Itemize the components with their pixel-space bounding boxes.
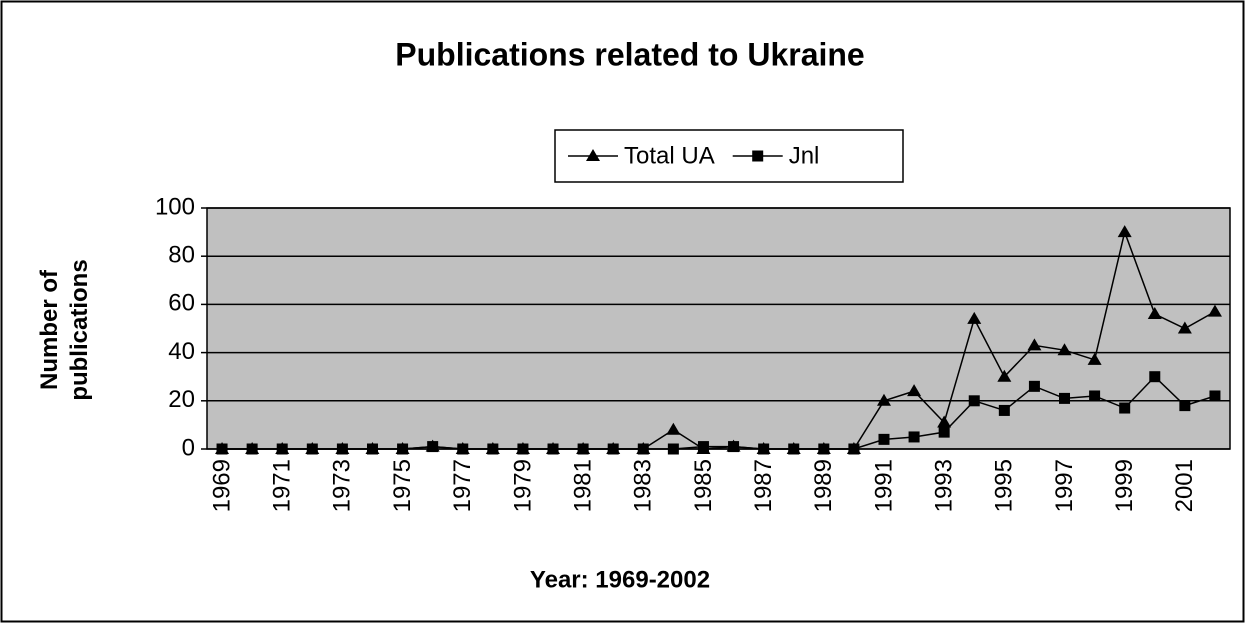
x-tick-label: 1977 xyxy=(449,459,476,512)
x-tick-label: 1999 xyxy=(1111,459,1138,512)
marker xyxy=(937,415,952,428)
marker xyxy=(607,443,619,455)
marker xyxy=(666,422,681,435)
marker xyxy=(1119,402,1131,414)
marker xyxy=(938,426,950,438)
y-tick-label: 60 xyxy=(168,290,195,317)
marker xyxy=(788,443,800,455)
x-tick-label: 1991 xyxy=(870,459,897,512)
marker xyxy=(876,393,891,406)
marker xyxy=(968,395,980,407)
marker xyxy=(818,443,830,455)
marker xyxy=(1027,338,1042,351)
marker xyxy=(1209,390,1221,402)
x-tick-label: 1987 xyxy=(750,459,777,512)
y-tick-label: 20 xyxy=(168,386,195,413)
legend-label: Total UA xyxy=(624,142,715,169)
x-tick-label: 1979 xyxy=(509,459,536,512)
marker xyxy=(908,431,920,443)
marker xyxy=(1149,371,1161,383)
marker xyxy=(967,311,982,324)
marker xyxy=(276,443,288,455)
marker xyxy=(997,369,1012,382)
marker xyxy=(577,443,589,455)
marker xyxy=(1147,307,1162,320)
x-tick-label: 1995 xyxy=(991,459,1018,512)
marker xyxy=(848,443,860,455)
legend-label: Jnl xyxy=(789,142,820,169)
marker xyxy=(878,433,890,445)
y-tick-label: 100 xyxy=(155,193,195,220)
marker xyxy=(637,443,649,455)
x-tick-label: 1989 xyxy=(810,459,837,512)
x-tick-label: 2001 xyxy=(1171,459,1198,512)
marker xyxy=(998,404,1010,416)
legend-marker xyxy=(586,149,600,161)
y-axis-label: Number of publications xyxy=(36,259,93,401)
marker xyxy=(907,384,922,397)
marker xyxy=(1177,321,1192,334)
x-axis-label: Year: 1969-2002 xyxy=(530,566,710,593)
marker xyxy=(697,441,709,453)
marker xyxy=(246,443,258,455)
marker xyxy=(336,443,348,455)
marker xyxy=(427,441,439,453)
x-tick-label: 1969 xyxy=(208,459,235,512)
marker xyxy=(1089,390,1101,402)
marker xyxy=(667,443,679,455)
marker xyxy=(1057,343,1072,356)
marker xyxy=(1028,380,1040,392)
y-tick-label: 40 xyxy=(168,338,195,365)
marker xyxy=(1059,392,1071,404)
x-tick-label: 1973 xyxy=(329,459,356,512)
x-tick-label: 1981 xyxy=(569,459,596,512)
marker xyxy=(366,443,378,455)
marker xyxy=(487,443,499,455)
marker xyxy=(1117,225,1132,238)
y-tick-label: 80 xyxy=(168,242,195,269)
marker xyxy=(1087,352,1102,365)
x-tick-label: 1985 xyxy=(690,459,717,512)
marker xyxy=(397,443,409,455)
marker xyxy=(728,441,740,453)
marker xyxy=(306,443,318,455)
x-tick-label: 1983 xyxy=(630,459,657,512)
x-tick-label: 1993 xyxy=(931,459,958,512)
marker xyxy=(547,443,559,455)
series-line xyxy=(222,375,1216,450)
marker xyxy=(1207,304,1222,317)
marker xyxy=(758,443,770,455)
plot-area xyxy=(206,207,1231,450)
marker xyxy=(216,443,228,455)
x-tick-label: 1971 xyxy=(269,459,296,512)
chart-title: Publications related to Ukraine xyxy=(395,36,864,72)
y-tick-label: 0 xyxy=(182,434,195,461)
x-tick-label: 1997 xyxy=(1051,459,1078,512)
x-tick-label: 1975 xyxy=(389,459,416,512)
legend-marker xyxy=(752,150,764,162)
marker xyxy=(457,443,469,455)
marker xyxy=(517,443,529,455)
marker xyxy=(1179,400,1191,412)
